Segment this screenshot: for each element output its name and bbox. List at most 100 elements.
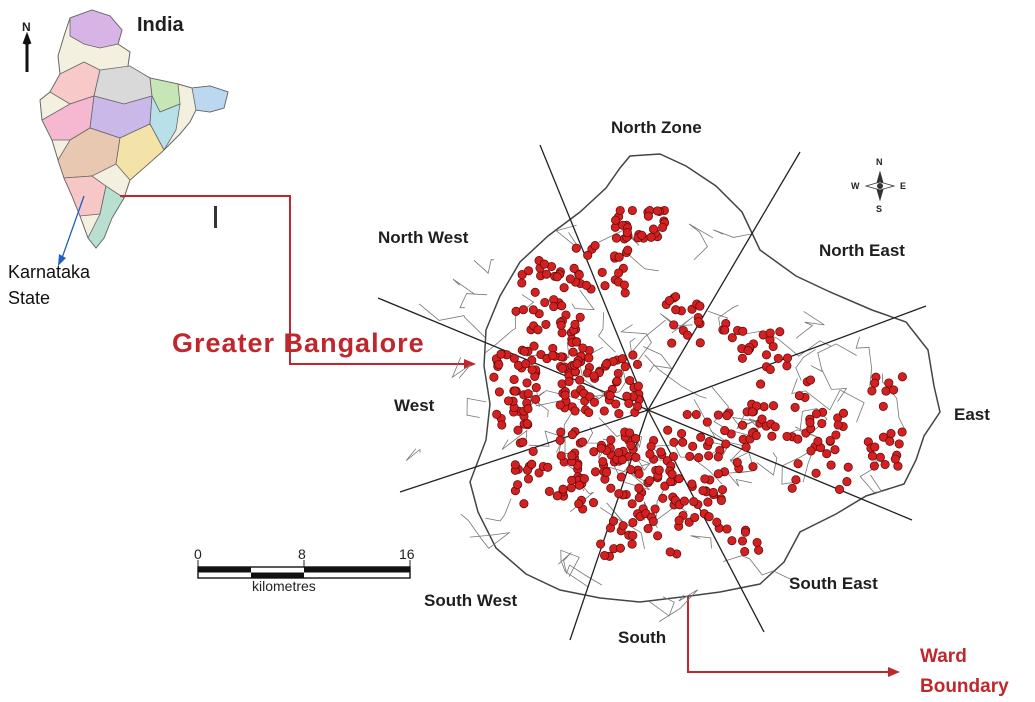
- incident-point: [606, 483, 616, 493]
- incident-point: [541, 319, 551, 329]
- incident-point: [688, 441, 698, 451]
- greater-bangalore-label: Greater Bangalore: [172, 328, 425, 358]
- incident-point: [889, 385, 899, 395]
- incident-point: [574, 270, 584, 280]
- incident-point: [831, 430, 841, 440]
- ward-boundary-line: [452, 278, 488, 309]
- incident-point: [614, 252, 624, 262]
- incident-point: [687, 479, 697, 489]
- incident-point: [727, 333, 737, 343]
- incident-point: [791, 475, 801, 485]
- incident-point: [522, 419, 532, 429]
- compass-s: S: [876, 204, 883, 214]
- ward-boundary-line: [560, 549, 589, 588]
- incident-point: [668, 452, 678, 462]
- incident-point: [534, 468, 544, 478]
- karnataka-label-line2: State: [8, 288, 51, 308]
- incident-point: [727, 536, 737, 546]
- incident-point: [653, 531, 663, 541]
- incident-point: [738, 326, 748, 336]
- ward-boundary-line: [690, 535, 712, 549]
- incident-point: [768, 341, 778, 352]
- incident-point: [878, 432, 888, 442]
- incident-point: [737, 353, 747, 363]
- incident-point: [601, 467, 612, 477]
- incident-points: [489, 205, 907, 561]
- incident-point: [643, 211, 653, 221]
- ward-boundary-line: [713, 229, 752, 238]
- incident-point: [509, 374, 519, 385]
- incident-point: [696, 432, 706, 442]
- incident-point: [679, 496, 689, 506]
- incident-point: [575, 375, 585, 385]
- incident-point: [652, 206, 663, 216]
- incident-point: [704, 437, 714, 447]
- incident-point: [664, 296, 674, 306]
- incident-point: [768, 401, 779, 411]
- incident-point: [626, 440, 636, 450]
- incident-point: [558, 484, 568, 494]
- scale-bar: [197, 560, 411, 579]
- incident-point: [748, 462, 758, 472]
- scale-bar-segment-3: [304, 567, 410, 573]
- incident-point: [682, 409, 692, 420]
- india-region-tamilnadu: [87, 185, 125, 249]
- incident-point: [722, 524, 732, 534]
- incident-point: [521, 359, 531, 369]
- incident-point: [890, 454, 900, 464]
- incident-point: [624, 398, 634, 408]
- zone-label-north-west: North West: [378, 228, 469, 247]
- incident-point: [523, 389, 533, 399]
- incident-point: [690, 512, 700, 523]
- incident-point: [557, 363, 568, 373]
- incident-point: [556, 320, 566, 330]
- compass-n: N: [876, 157, 883, 167]
- incident-point: [523, 474, 534, 484]
- incident-point: [698, 486, 708, 496]
- incident-point: [702, 417, 712, 427]
- north-letter: N: [22, 20, 31, 34]
- bangalore-map: [377, 144, 941, 641]
- incident-point: [743, 346, 753, 356]
- incident-point: [667, 338, 677, 348]
- incident-point: [704, 451, 714, 461]
- incident-point: [794, 391, 804, 401]
- ward-boundary-line: [528, 430, 574, 455]
- ward-boundary-line: [599, 502, 645, 550]
- zone-label-south: South: [618, 628, 667, 647]
- incident-point: [557, 328, 567, 338]
- incident-point: [752, 537, 762, 548]
- incident-point: [793, 459, 803, 469]
- incident-point: [618, 521, 628, 531]
- zone-divider-7: [647, 409, 765, 633]
- ward-connector-arrowhead: [888, 667, 900, 677]
- compass-e: E: [900, 181, 907, 191]
- zone-label-east: East: [954, 405, 990, 424]
- incident-point: [643, 524, 653, 534]
- incident-point: [897, 372, 907, 382]
- incident-point: [614, 489, 624, 499]
- incident-point: [598, 456, 608, 467]
- incident-point: [720, 325, 730, 335]
- incident-point: [614, 448, 624, 458]
- incident-point: [616, 472, 626, 482]
- incident-point: [569, 263, 579, 273]
- incident-point: [685, 451, 695, 461]
- incident-point: [881, 386, 891, 396]
- incident-point: [560, 390, 570, 400]
- incident-point: [568, 347, 578, 357]
- incident-point: [567, 475, 577, 485]
- ward-boundary-line: [571, 289, 595, 311]
- incident-point: [757, 414, 767, 424]
- incident-point: [589, 397, 600, 407]
- incident-point: [654, 465, 664, 475]
- incident-point: [509, 353, 519, 363]
- incident-point: [557, 301, 567, 311]
- ward-boundary-line: [821, 370, 848, 402]
- incident-point: [622, 228, 632, 238]
- karnataka-pointer: [61, 195, 85, 259]
- incident-point: [869, 461, 879, 471]
- incident-point: [567, 451, 577, 461]
- incident-point: [510, 386, 520, 396]
- incident-point: [494, 359, 504, 370]
